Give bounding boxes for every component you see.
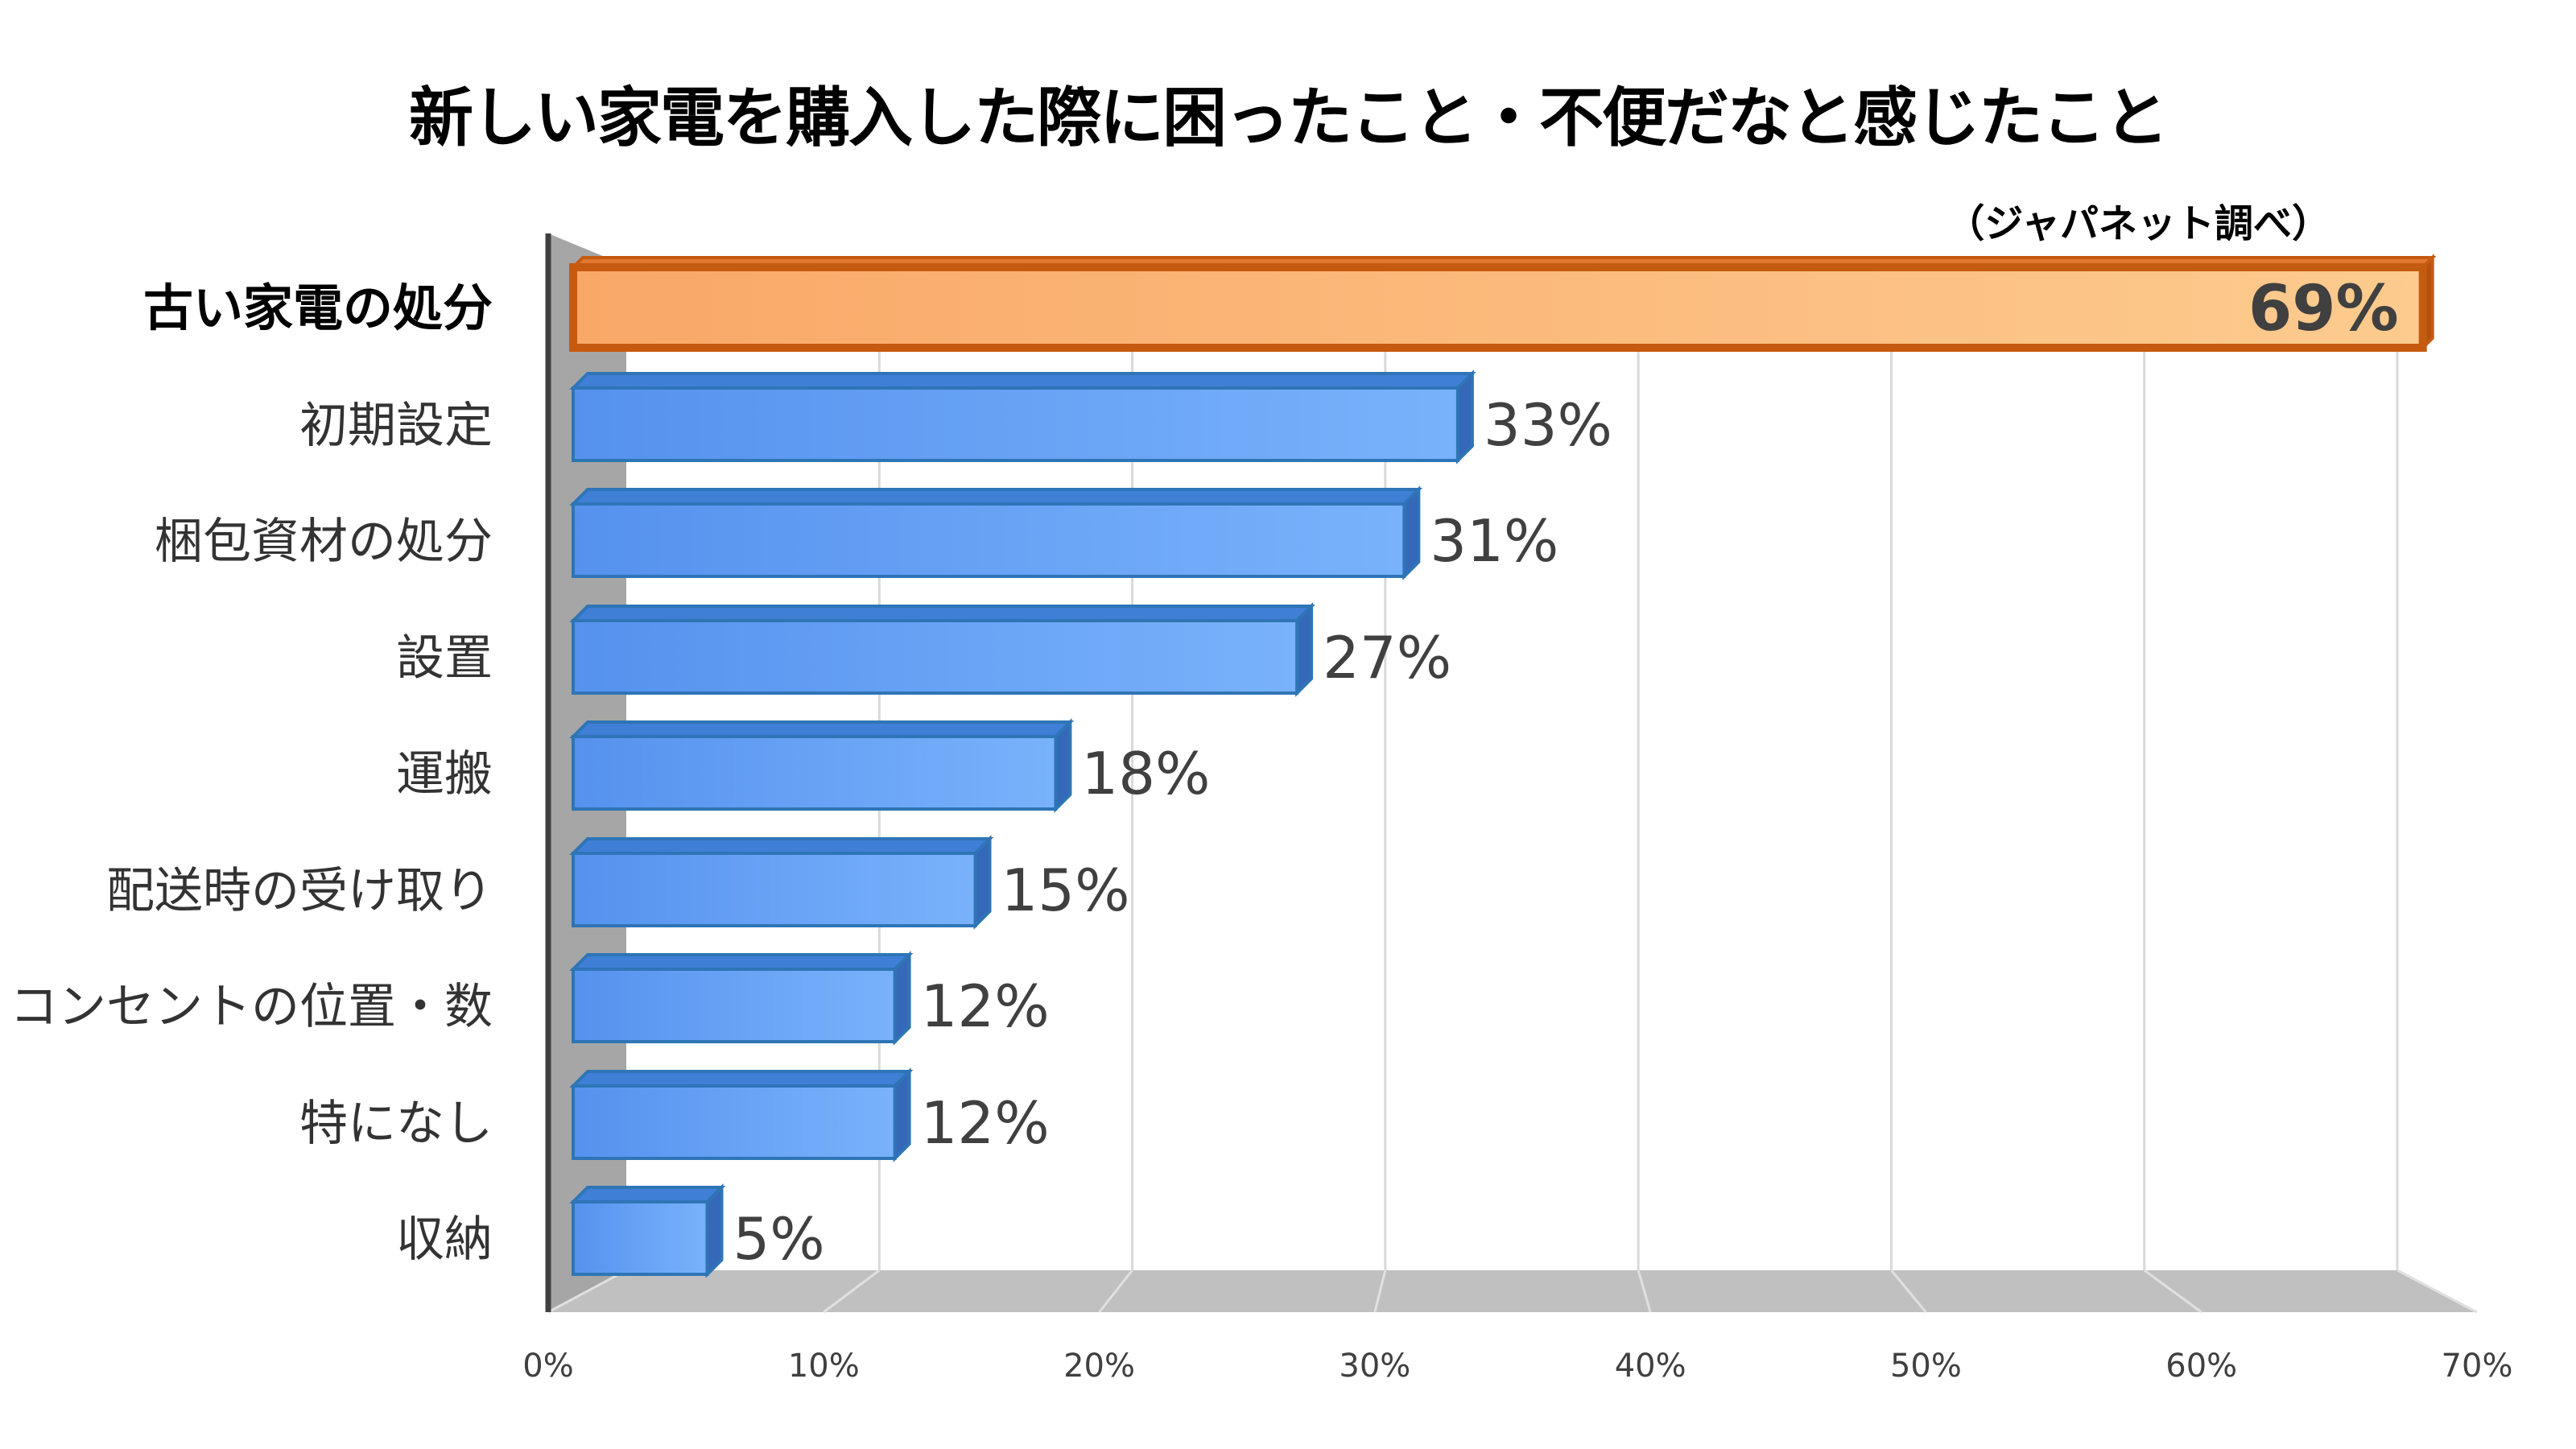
floor-gridline bbox=[547, 1269, 627, 1314]
bar bbox=[572, 968, 897, 1043]
bar bbox=[572, 852, 977, 927]
x-tick-label: 30% bbox=[1339, 1348, 1410, 1385]
x-tick-label: 0% bbox=[522, 1348, 573, 1385]
value-label: 31% bbox=[1430, 507, 1558, 575]
floor-gridline bbox=[823, 1269, 881, 1314]
x-tick-label: 40% bbox=[1615, 1348, 1686, 1385]
category-label: 初期設定 bbox=[299, 398, 493, 454]
bar bbox=[572, 1200, 709, 1276]
bar-side bbox=[973, 835, 992, 930]
floor-gridline bbox=[1373, 1269, 1387, 1313]
bar-side bbox=[893, 1067, 911, 1162]
value-label: 33% bbox=[1484, 391, 1612, 459]
bar-top bbox=[569, 953, 914, 971]
category-label: コンセントの位置・数 bbox=[10, 979, 493, 1035]
bar-top bbox=[569, 1186, 726, 1203]
floor-gridline bbox=[2143, 1269, 2202, 1314]
bar bbox=[572, 502, 1406, 578]
category-label: 梱包資材の処分 bbox=[155, 514, 493, 570]
bar-top bbox=[569, 720, 1075, 738]
source-note: （ジャパネット調べ） bbox=[1946, 201, 2330, 246]
value-label: 12% bbox=[921, 1089, 1050, 1157]
floor bbox=[548, 1270, 2477, 1312]
value-label: 69% bbox=[2248, 273, 2399, 345]
value-label: 27% bbox=[1323, 624, 1451, 691]
x-tick-label: 70% bbox=[2442, 1348, 2513, 1385]
bar bbox=[572, 386, 1459, 462]
category-label: 運搬 bbox=[396, 746, 493, 803]
floor-gridline bbox=[1637, 1269, 1652, 1313]
floor-gridline bbox=[1890, 1269, 1927, 1313]
x-tick-label: 10% bbox=[788, 1348, 860, 1385]
x-tick-label: 50% bbox=[1890, 1348, 1962, 1385]
category-label: 特になし bbox=[299, 1096, 493, 1152]
bar-side bbox=[1455, 369, 1474, 464]
bar-top bbox=[569, 372, 1476, 390]
bar bbox=[572, 619, 1299, 695]
category-label: 収納 bbox=[396, 1212, 493, 1268]
x-tick-label: 60% bbox=[2165, 1348, 2237, 1385]
value-label: 18% bbox=[1081, 740, 1210, 807]
category-label: 配送時の受け取り bbox=[106, 863, 493, 919]
bar-side bbox=[893, 951, 911, 1046]
value-label: 15% bbox=[1001, 857, 1130, 924]
category-label: 古い家電の処分 bbox=[143, 279, 493, 337]
chart-title: 新しい家電を購入した際に困ったこと・不便だなと感じたこと bbox=[409, 80, 2169, 155]
bar-top bbox=[569, 605, 1315, 622]
value-label: 5% bbox=[733, 1205, 825, 1273]
value-label: 12% bbox=[921, 972, 1050, 1040]
category-label: 設置 bbox=[396, 630, 493, 687]
floor-gridline bbox=[1098, 1269, 1133, 1313]
bar bbox=[569, 263, 2427, 352]
bar bbox=[572, 735, 1058, 811]
x-tick-label: 20% bbox=[1063, 1348, 1135, 1385]
floor-gridline bbox=[2396, 1269, 2478, 1314]
bar-top bbox=[569, 837, 994, 855]
bar-top bbox=[569, 488, 1423, 506]
bar-side bbox=[1402, 485, 1421, 580]
bar-side bbox=[1054, 718, 1072, 813]
bar-top bbox=[569, 1070, 914, 1088]
bar-side bbox=[705, 1183, 724, 1278]
bar-side bbox=[1295, 602, 1314, 697]
bar bbox=[572, 1084, 897, 1160]
